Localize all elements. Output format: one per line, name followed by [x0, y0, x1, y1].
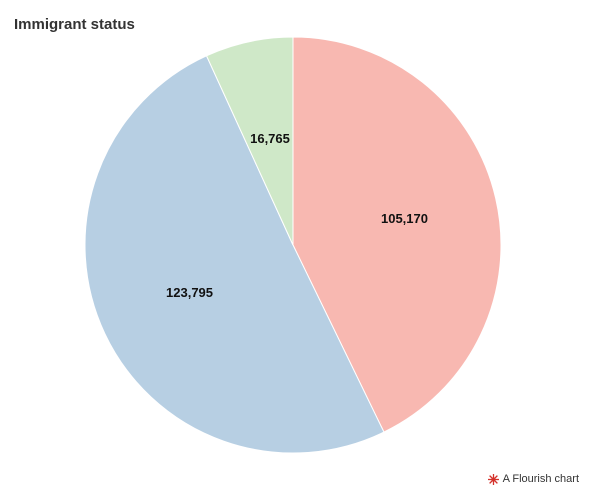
credit-label: A Flourish chart — [502, 473, 579, 485]
pie-slice-1[interactable] — [84, 55, 385, 454]
flourish-credit-link[interactable]: A Flourish chart — [487, 473, 579, 485]
pie-slice-label-0: 105,170 — [381, 211, 428, 226]
pie-slices — [84, 36, 502, 454]
pie-slice-label-2: 16,765 — [250, 131, 290, 146]
pie-labels: 105,170 123,795 16,765 — [166, 131, 428, 300]
flourish-logo-icon — [487, 473, 499, 485]
pie-slice-label-1: 123,795 — [166, 285, 213, 300]
pie-slice-0[interactable] — [292, 36, 502, 433]
chart-title: Immigrant status — [14, 16, 135, 33]
pie-slice-2[interactable] — [205, 36, 294, 246]
